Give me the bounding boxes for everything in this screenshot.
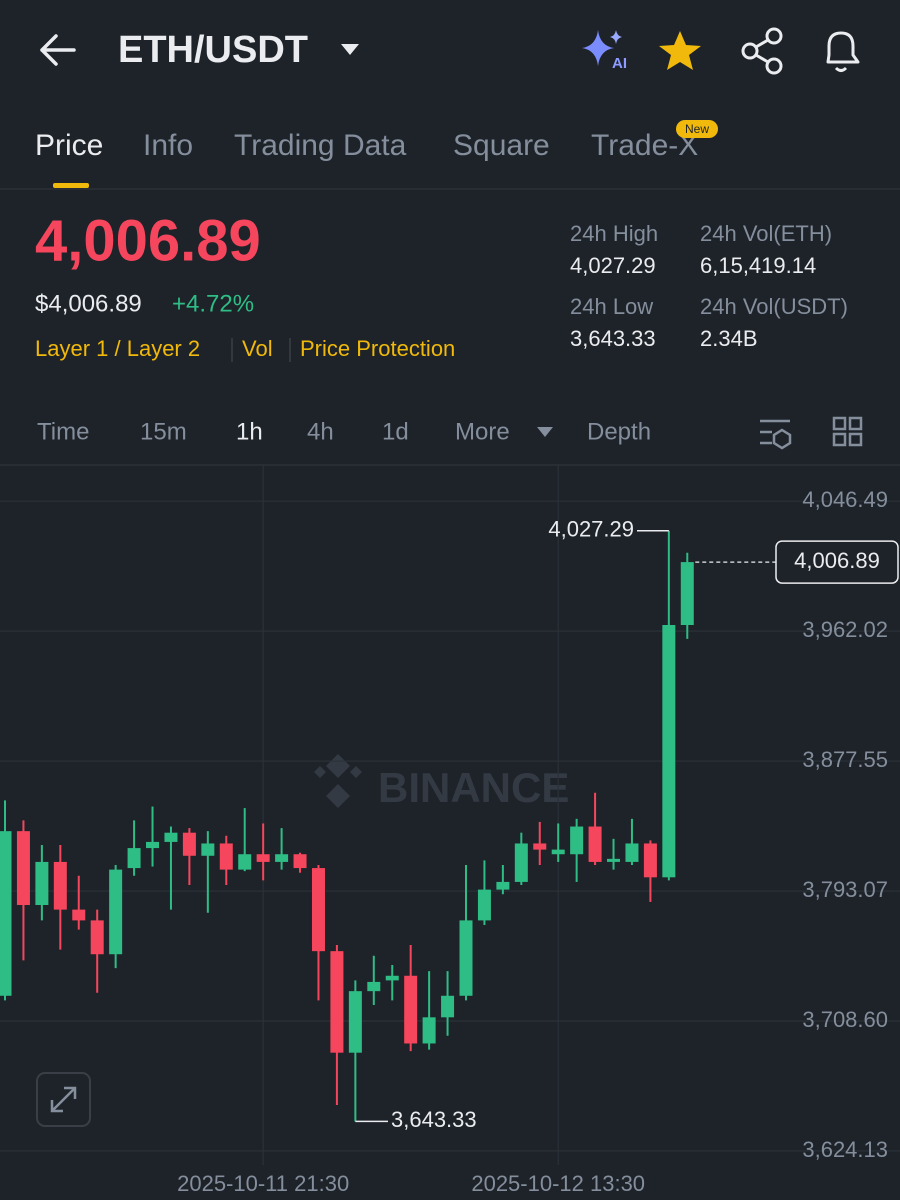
stat-value: 6,15,419.14 <box>700 253 816 278</box>
candle-body <box>662 625 676 878</box>
candle-body <box>625 843 639 862</box>
interval-active[interactable]: 1h <box>236 418 263 445</box>
y-tick-label: 3,962.02 <box>802 617 888 642</box>
candle-body <box>53 861 67 910</box>
layout-icon[interactable] <box>832 416 863 447</box>
ai-label: AI <box>612 55 627 72</box>
tag[interactable]: Vol <box>242 336 273 361</box>
candle-body <box>90 920 104 955</box>
low-marker-label: 3,643.33 <box>391 1107 477 1132</box>
new-badge <box>676 120 718 138</box>
y-tick-label: 4,046.49 <box>802 487 888 512</box>
stat-value: 3,643.33 <box>570 326 656 351</box>
candle-body <box>16 831 30 905</box>
candle-body <box>293 854 307 869</box>
ai-icon[interactable]: AI <box>582 30 627 72</box>
watermark-text: BINANCE <box>378 764 569 811</box>
candle-body <box>422 1017 436 1044</box>
interval[interactable]: 15m <box>140 418 187 445</box>
tag[interactable]: Layer 1 / Layer 2 <box>35 336 200 361</box>
candle-body <box>588 826 602 862</box>
candle-body <box>219 843 233 870</box>
candle-body <box>570 826 584 855</box>
stat-value: 4,027.29 <box>570 253 656 278</box>
candle-body <box>514 843 528 882</box>
last-price-box <box>775 540 899 584</box>
candle-body <box>182 832 196 856</box>
interval[interactable]: More <box>455 418 510 445</box>
tab[interactable]: Trading Data <box>234 129 407 162</box>
candle-body <box>680 562 694 625</box>
tab-active[interactable]: Price <box>35 129 103 162</box>
share-icon[interactable] <box>741 27 783 75</box>
candle-body <box>643 843 657 878</box>
candle-body <box>533 843 547 850</box>
tab[interactable]: Info <box>143 129 193 162</box>
x-tick-label: 2025-10-11 21:30 <box>177 1171 349 1196</box>
more-dropdown[interactable] <box>537 427 553 437</box>
last-price: 4,006.89 <box>35 208 261 273</box>
stat-label: 24h High <box>570 221 658 246</box>
candle-body <box>164 832 178 842</box>
candle-body <box>256 854 270 862</box>
candle-body <box>348 991 362 1053</box>
x-tick-label: 2025-10-12 13:30 <box>471 1171 645 1196</box>
bell-icon[interactable] <box>826 31 860 72</box>
stat-value: 2.34B <box>700 326 758 351</box>
pair-title[interactable]: ETH/USDT <box>118 29 308 71</box>
expand-icon <box>50 1086 77 1113</box>
high-marker-label: 4,027.29 <box>548 517 634 542</box>
candle-body <box>607 858 621 862</box>
stat-label: 24h Vol(USDT) <box>700 294 848 319</box>
candle-body <box>146 841 160 849</box>
last-price-label: 4,006.89 <box>794 548 880 573</box>
pair-dropdown[interactable] <box>341 44 359 55</box>
back-icon[interactable] <box>40 34 76 66</box>
chart: BINANCE 4,046.49 3,962.02 3,877.55 3,793.07… <box>0 465 900 1196</box>
candle-body <box>109 869 123 955</box>
y-tick-label: 3,708.60 <box>802 1007 888 1032</box>
candle-body <box>0 831 12 996</box>
candle-body <box>441 995 455 1018</box>
candle-body <box>311 868 325 952</box>
y-tick-label: 3,793.07 <box>802 877 888 902</box>
watermark: BINANCE <box>314 754 569 811</box>
expand-button[interactable] <box>36 1072 91 1127</box>
indicator-icon[interactable] <box>760 419 792 450</box>
candle-body <box>459 920 473 996</box>
candle-body <box>404 975 418 1044</box>
stat-label: 24h Low <box>570 294 653 319</box>
candle-body <box>330 951 344 1053</box>
candle-body <box>238 854 252 870</box>
interval[interactable]: 1d <box>382 418 409 445</box>
y-tick-label: 3,624.13 <box>802 1137 888 1162</box>
candle-body <box>201 843 215 856</box>
candle-body <box>127 848 141 869</box>
interval[interactable]: Time <box>37 418 89 445</box>
usd-price: $4,006.89 <box>35 290 142 317</box>
favorite-icon[interactable] <box>659 31 701 70</box>
new-badge-label: New <box>685 122 709 136</box>
candle-body <box>477 889 491 921</box>
candle-body <box>496 881 510 890</box>
price-change: +4.72% <box>172 290 254 317</box>
candle-body <box>35 861 49 905</box>
candle-body <box>367 981 381 992</box>
candle-body <box>551 849 565 855</box>
interval[interactable]: Depth <box>587 418 651 445</box>
tag[interactable]: Price Protection <box>300 336 455 361</box>
stat-label: 24h Vol(ETH) <box>700 221 832 246</box>
y-tick-label: 3,877.55 <box>802 747 888 772</box>
tab-indicator <box>53 183 89 188</box>
tab[interactable]: Square <box>453 129 550 162</box>
candle-body <box>385 975 399 981</box>
candle-body <box>275 854 289 862</box>
interval[interactable]: 4h <box>307 418 334 445</box>
candle-body <box>72 909 86 921</box>
